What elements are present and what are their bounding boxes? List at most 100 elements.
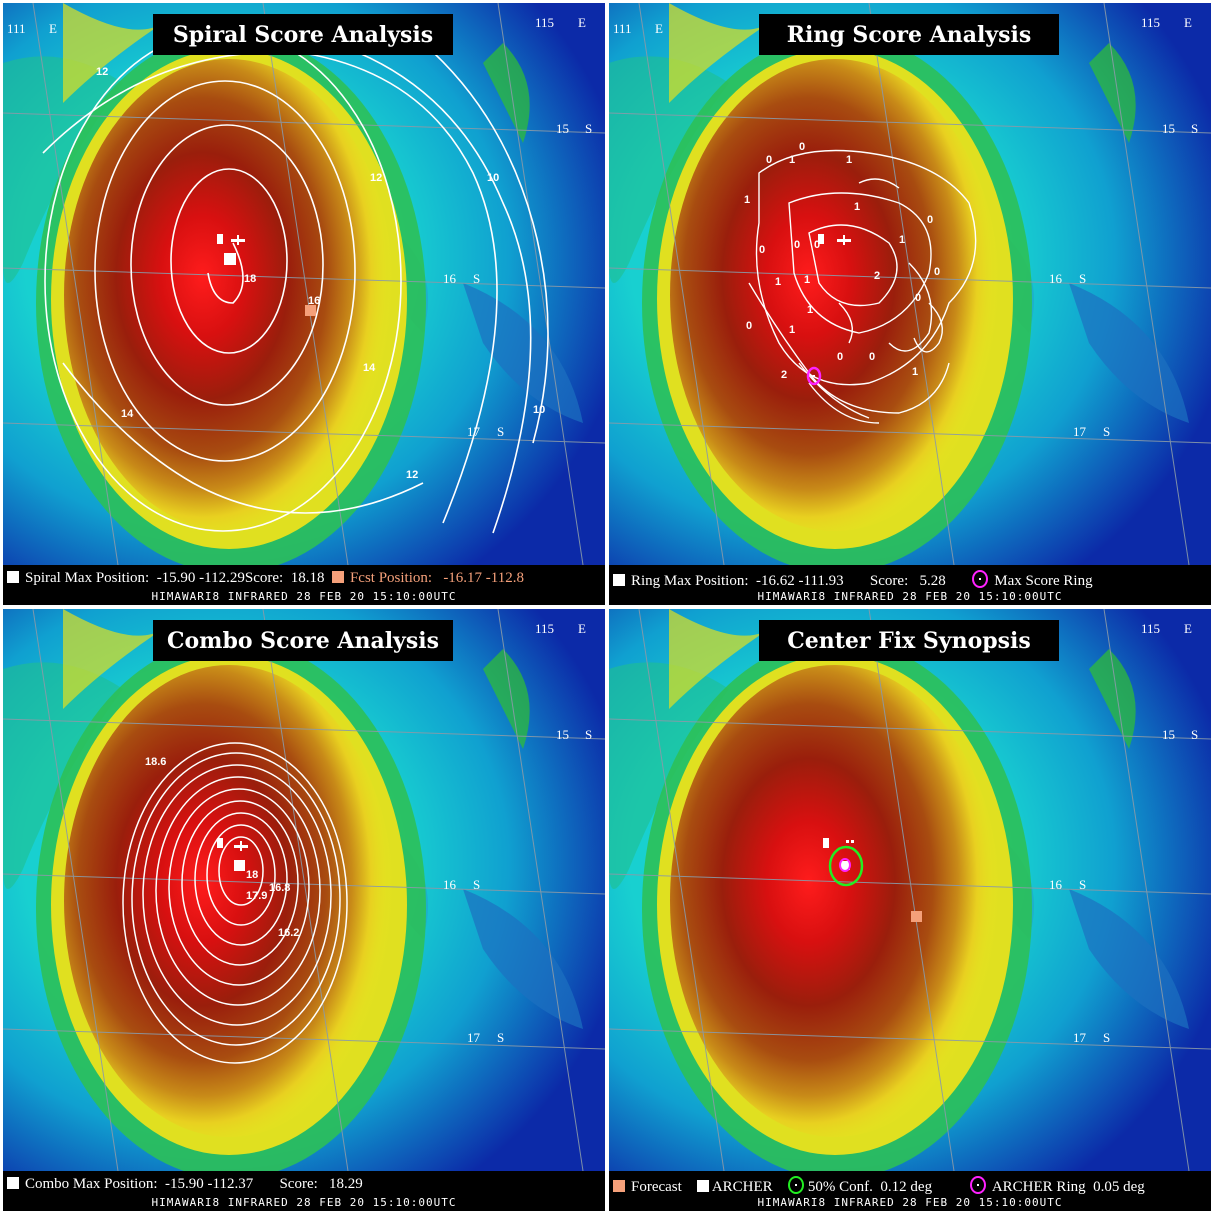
lat-label-15: 15 (556, 727, 569, 742)
center-cross-marker (217, 234, 245, 245)
contour-label: 0 (759, 244, 765, 256)
ring-label: Max Score Ring (994, 573, 1093, 589)
contour-label: 1 (789, 154, 795, 166)
synopsis-panel: Center Fix Synopsis 115 E 15 S 16 S 17 S… (609, 609, 1211, 1211)
east-label: E (1184, 621, 1192, 636)
forecast-label: Forecast (631, 1179, 682, 1195)
contour-label: 1 (846, 154, 852, 166)
contour-label: 0 (934, 266, 940, 278)
lon-label-111: 111 (7, 21, 26, 36)
archer-ring-marker (839, 858, 851, 872)
combo-contours (122, 742, 348, 1064)
combo-panel: 18.6 18 17.9 16.8 16.2 Combo Score Analy… (3, 609, 605, 1211)
lon-label-115: 115 (1141, 621, 1161, 636)
lat-label-16: 16 (1049, 271, 1062, 286)
lat-label-16: 16 (443, 271, 456, 286)
conf-label: 50% Conf. (807, 1179, 873, 1195)
ring-contours (748, 149, 977, 424)
contour-label: 18 (244, 273, 256, 285)
panel-footer: Spiral Max Position: -15.90 -112.29Score… (3, 565, 605, 605)
contour-label: 1 (854, 201, 860, 213)
forecast-position-marker (911, 911, 922, 922)
archer-ring-icon (969, 1176, 986, 1194)
panel-footer: Combo Max Position: -15.90 -112.37 Score… (3, 1171, 605, 1211)
contour-label: 18 (246, 869, 258, 881)
legend-label: Spiral Max Position: (25, 570, 150, 586)
south-label: S (585, 121, 593, 136)
fcst-label: Fcst Position: (349, 570, 433, 586)
lat-label-15: 15 (1162, 727, 1175, 742)
score-label: Score: (279, 1176, 318, 1192)
south-label: S (473, 271, 481, 286)
fcst-value: -16.17 -112.8 (443, 570, 524, 586)
center-cross-marker (217, 838, 248, 851)
south-label: S (1191, 121, 1199, 136)
lon-label-115: 115 (535, 621, 555, 636)
lat-label-17: 17 (1073, 1030, 1086, 1045)
contour-label: 16.8 (269, 882, 290, 894)
center-cross-marker (823, 838, 854, 848)
contour-label: 0 (869, 351, 875, 363)
image-info-line: HIMAWARI8 INFRARED 28 FEB 20 15:10:00UTC (757, 590, 1063, 603)
south-label: S (497, 424, 505, 439)
south-label: S (497, 1030, 505, 1045)
contour-label: 2 (781, 369, 787, 381)
lon-label-111: 111 (613, 21, 632, 36)
archer-position-marker (841, 861, 850, 870)
infrared-image-ring: 0 1 1 0 1 1 0 0 0 0 1 1 2 0 1 1 0 0 1 2 … (609, 3, 1211, 565)
contour-label: 1 (775, 276, 781, 288)
ring-center-dot (813, 375, 815, 377)
image-info-line: HIMAWARI8 INFRARED 28 FEB 20 15:10:00UTC (757, 1196, 1063, 1209)
max-position-square-icon (613, 574, 625, 586)
panel-footer: Forecast ARCHER 50% Conf. 0.12 deg ARCHE… (609, 1171, 1211, 1211)
ring-label: ARCHER Ring (991, 1179, 1086, 1195)
contour-label: 0 (927, 214, 933, 226)
south-label: S (473, 877, 481, 892)
max-position-square-icon (7, 571, 19, 583)
contour-label: 0 (915, 292, 921, 304)
east-label: E (578, 621, 586, 636)
score-value: 18.29 (329, 1176, 363, 1192)
south-label: S (1103, 1030, 1111, 1045)
panel-title: Combo Score Analysis (153, 620, 453, 661)
legend-value: -15.90 -112.29 (156, 570, 245, 586)
combo-contour-labels: 18.6 18 17.9 16.8 16.2 (145, 756, 299, 939)
lat-label-17: 17 (467, 424, 480, 439)
east-label: E (655, 21, 663, 36)
contour-label: 0 (794, 239, 800, 251)
max-position-square-icon (7, 1177, 19, 1189)
forecast-square-icon (613, 1180, 625, 1192)
infrared-image-spiral: 12 12 10 18 16 14 14 12 10 (3, 3, 605, 565)
lon-label-115: 115 (1141, 15, 1161, 30)
panel-title: Spiral Score Analysis (153, 14, 453, 55)
contour-label: 1 (807, 304, 813, 316)
combo-max-marker (234, 860, 245, 871)
legend: Forecast ARCHER 50% Conf. 0.12 deg ARCHE… (613, 1176, 1145, 1196)
lat-label-17: 17 (1073, 424, 1086, 439)
contour-label: 17.9 (246, 890, 267, 902)
max-score-ring-icon (972, 570, 989, 588)
archer-square-icon (696, 1180, 709, 1192)
contour-label: 10 (533, 404, 545, 416)
contour-label: 1 (804, 274, 810, 286)
contour-label: 1 (744, 194, 750, 206)
contour-label: 12 (406, 469, 418, 481)
lat-label-15: 15 (1162, 121, 1175, 136)
contour-label: 14 (363, 362, 376, 374)
east-label: E (1184, 15, 1192, 30)
lat-label-17: 17 (467, 1030, 480, 1045)
south-label: S (1079, 877, 1087, 892)
legend-value: -15.90 -112.37 (165, 1176, 254, 1192)
conf-value: 0.12 deg (880, 1179, 933, 1195)
contour-label: 0 (814, 239, 820, 251)
forecast-square-icon (331, 571, 344, 583)
contour-label: 0 (746, 320, 752, 332)
panel-footer: Ring Max Position: -16.62 -111.93 Score:… (609, 565, 1211, 605)
score-label: Score: (869, 573, 909, 589)
panel-title: Center Fix Synopsis (759, 620, 1059, 661)
south-label: S (585, 727, 593, 742)
legend: Combo Max Position: -15.90 -112.37 Score… (7, 1176, 363, 1193)
legend-label: Ring Max Position: (631, 573, 749, 589)
score-value: 5.28 (919, 573, 946, 589)
image-info-line: HIMAWARI8 INFRARED 28 FEB 20 15:10:00UTC (151, 590, 457, 603)
